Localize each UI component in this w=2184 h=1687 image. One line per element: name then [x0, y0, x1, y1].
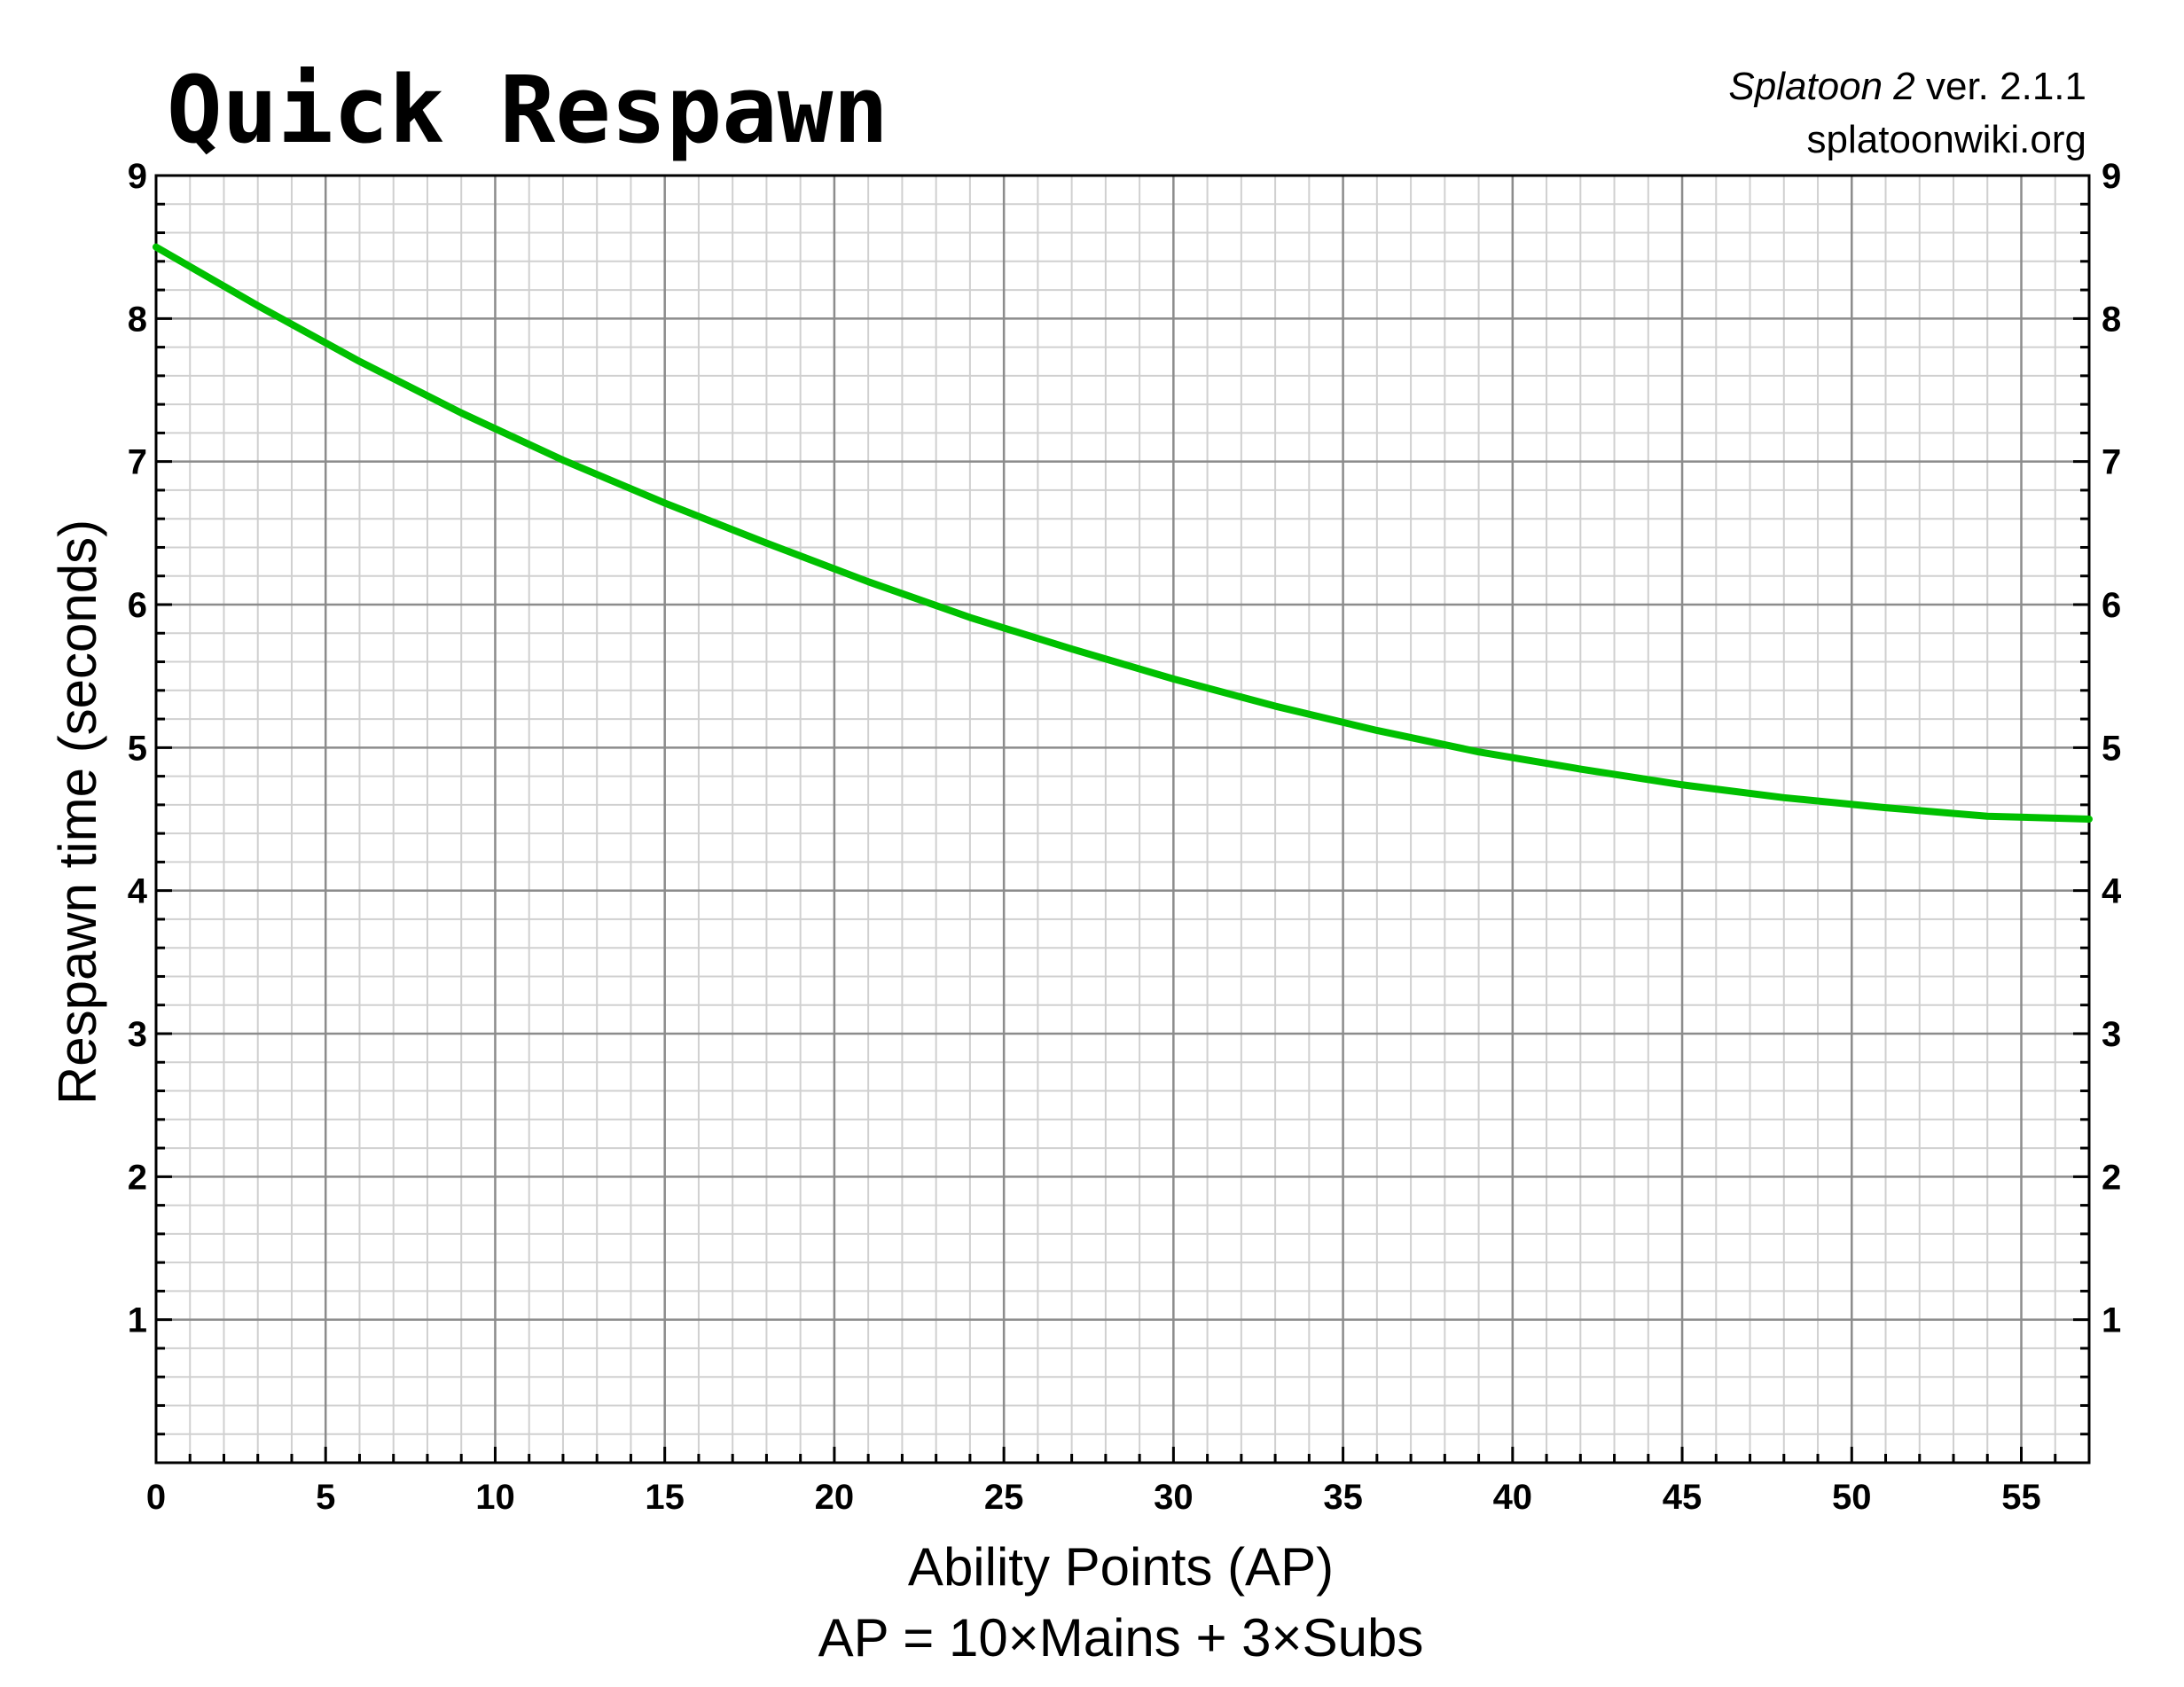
x-tick-label: 45	[1663, 1478, 1703, 1517]
y-tick-label-left: 5	[128, 729, 147, 768]
y-tick-label-left: 8	[128, 300, 147, 339]
x-tick-label: 25	[984, 1478, 1024, 1517]
x-tick-label: 15	[645, 1478, 685, 1517]
y-tick-label-right: 7	[2102, 443, 2121, 482]
y-tick-label-left: 3	[128, 1015, 147, 1054]
tick-marks	[154, 174, 2091, 1464]
y-tick-label-left: 6	[128, 586, 147, 625]
credit-site: splatoonwiki.org	[1807, 118, 2087, 161]
y-tick-label-left: 2	[128, 1158, 147, 1197]
plot-area-border	[154, 174, 2091, 1464]
x-tick-label: 30	[1154, 1478, 1194, 1517]
x-tick-label: 50	[1832, 1478, 1872, 1517]
series-line	[153, 243, 2093, 823]
y-tick-label-right: 4	[2102, 872, 2122, 911]
x-tick-label: 40	[1493, 1478, 1533, 1517]
y-tick-labels-left: 1 2 3 4 5 6 7 8 9	[128, 157, 148, 1340]
x-tick-labels: 0 5 10 15 20 25 30 35 40 45 50 55	[146, 1478, 2041, 1517]
y-tick-label-left: 1	[128, 1301, 147, 1340]
x-tick-label: 55	[2001, 1478, 2041, 1517]
y-tick-label-right: 9	[2102, 157, 2121, 196]
credit-game: Splatoon 2	[1728, 65, 1914, 108]
plot-frame	[154, 174, 2091, 1464]
y-tick-label-left: 9	[128, 157, 147, 196]
credit-version: ver. 2.1.1	[1915, 65, 2086, 108]
y-tick-label-right: 5	[2102, 729, 2121, 768]
y-tick-label-right: 6	[2102, 586, 2121, 625]
y-tick-label-right: 1	[2102, 1301, 2121, 1340]
series-layer	[153, 243, 2093, 823]
grid-minor	[155, 175, 2090, 1464]
credit-version-line: Splatoon 2 ver. 2.1.1	[1728, 65, 2086, 108]
y-tick-labels-right: 1 2 3 4 5 6 7 8 9	[2102, 157, 2122, 1340]
chart-title: Quick Respawn	[167, 56, 888, 164]
x-tick-label: 10	[475, 1478, 515, 1517]
y-axis-title: Respawn time (seconds)	[48, 519, 107, 1105]
x-tick-label: 35	[1323, 1478, 1363, 1517]
x-tick-label: 20	[815, 1478, 855, 1517]
y-tick-label-right: 8	[2102, 300, 2121, 339]
x-axis-subtitle: AP = 10×Mains + 3×Subs	[818, 1608, 1424, 1667]
y-tick-label-left: 4	[128, 872, 148, 911]
x-tick-label: 0	[146, 1478, 166, 1517]
y-tick-label-right: 3	[2102, 1015, 2121, 1054]
x-tick-label: 5	[316, 1478, 335, 1517]
y-tick-label-right: 2	[2102, 1158, 2121, 1197]
y-tick-label-left: 7	[128, 443, 147, 482]
grid-major	[154, 174, 2089, 1463]
x-axis-title: Ability Points (AP)	[908, 1537, 1334, 1597]
